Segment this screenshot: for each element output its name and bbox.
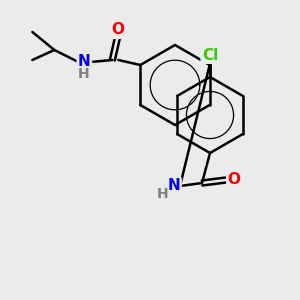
Text: O: O — [227, 172, 241, 188]
Text: H: H — [157, 187, 169, 201]
Text: H: H — [77, 67, 89, 81]
Text: N: N — [168, 178, 180, 194]
Text: Cl: Cl — [202, 47, 218, 62]
Text: O: O — [111, 22, 124, 38]
Text: N: N — [78, 55, 91, 70]
